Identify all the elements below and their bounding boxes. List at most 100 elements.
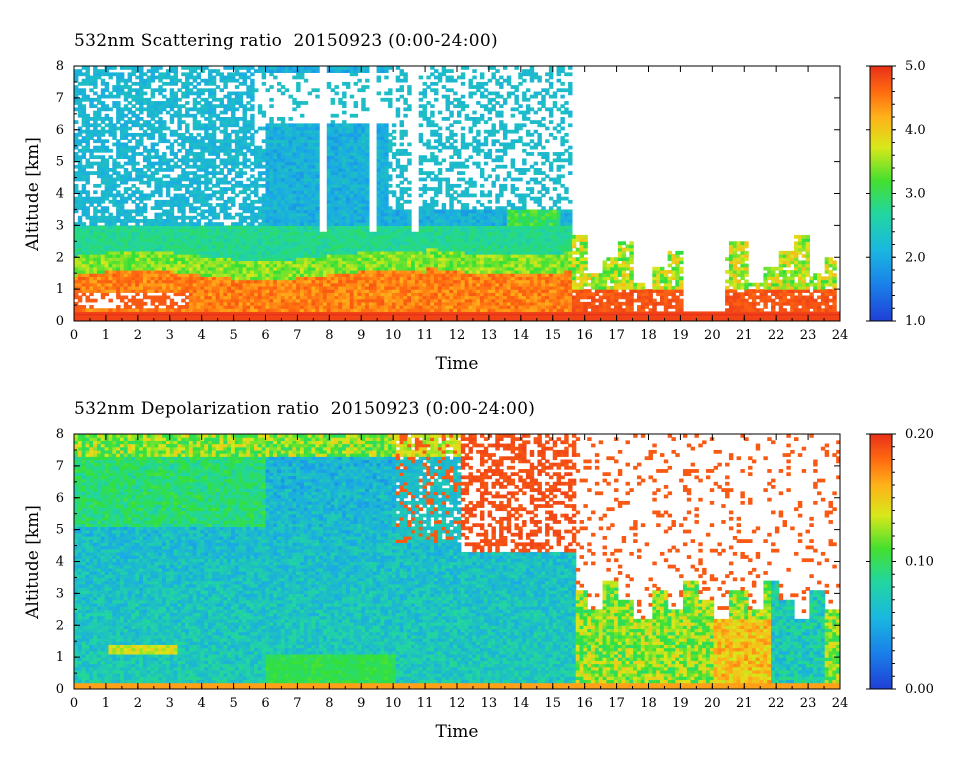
heatmap-cell [284,180,290,185]
heatmap-cell [315,206,320,211]
heatmap-cell [93,75,98,80]
heatmap-cell [269,152,274,156]
heatmap-cell [165,104,171,109]
heatmap-cell [246,142,251,147]
heatmap-cell [154,273,159,277]
heatmap-cell [223,285,228,290]
heatmap-cell [246,75,251,80]
heatmap-cell [123,276,129,281]
heatmap-cell [299,212,305,217]
heatmap-cell [158,104,163,109]
heatmap-cell [372,292,378,297]
heatmap-cell [238,203,244,207]
heatmap-cell [112,88,117,93]
heatmap-cell [326,81,332,86]
heatmap-cell [361,196,366,201]
heatmap-cell [104,215,110,220]
heatmap-cell [315,168,320,172]
heatmap-cell [123,285,129,290]
heatmap-cell [93,257,98,262]
heatmap-cell [127,145,133,150]
heatmap-cell [330,317,336,321]
heatmap-cell [173,238,179,242]
heatmap-cell [296,308,301,313]
heatmap-cell [250,276,255,281]
heatmap-cell [231,263,236,268]
heatmap-cell [85,257,90,262]
heatmap-cell [280,295,286,300]
heatmap-cell [177,228,182,233]
heatmap-cell [338,231,343,236]
heatmap-cell [303,219,309,223]
heatmap-cell [349,222,355,226]
heatmap-cell [234,94,240,99]
heatmap-cell [246,238,251,242]
heatmap-cell [177,250,182,255]
heatmap-cell [142,145,148,150]
heatmap-cell [307,123,313,128]
heatmap-cell [131,301,136,306]
heatmap-cell [123,228,129,233]
heatmap-cell [85,97,90,102]
heatmap-cell [116,152,121,156]
heatmap-cell [311,177,316,182]
heatmap-cell [334,266,339,271]
heatmap-cell [315,317,320,321]
heatmap-cell [342,177,347,182]
heatmap-cell [242,231,247,236]
heatmap-cell [231,238,236,242]
heatmap-cell [234,158,240,163]
heatmap-cell [365,260,370,265]
heatmap-cell [361,285,366,290]
heatmap-cell [74,289,79,293]
heatmap-cell [372,270,378,274]
heatmap-cell [131,72,136,77]
heatmap-cell [376,139,381,144]
heatmap-cell [135,168,140,172]
heatmap-cell [158,123,163,128]
heatmap-cell [158,183,163,188]
heatmap-cell [315,250,320,255]
heatmap-cell [104,81,110,86]
heatmap-cell [303,295,309,300]
heatmap-cell [269,266,274,271]
heatmap-cell [112,101,117,105]
heatmap-cell [208,113,213,118]
heatmap-cell [211,126,217,131]
heatmap-cell [338,145,343,150]
heatmap-cell [299,209,305,214]
heatmap-cell [158,295,163,300]
heatmap-cell [100,180,106,185]
heatmap-cell [357,203,362,207]
heatmap-cell [345,145,351,150]
heatmap-cell [169,279,175,284]
heatmap-cell [173,250,179,255]
heatmap-cell [77,203,83,207]
heatmap-cell [158,219,163,223]
heatmap-cell [330,289,336,293]
heatmap-cell [96,199,102,204]
heatmap-cell [123,107,129,112]
heatmap-cell [334,234,339,239]
heatmap-cell [208,314,213,319]
heatmap-cell [269,120,274,124]
heatmap-cell [74,254,79,258]
heatmap-cell [280,270,286,274]
heatmap-cell [353,276,359,281]
heatmap-cell [338,139,343,144]
heatmap-cell [338,196,343,201]
heatmap-cell [158,129,163,134]
heatmap-cell [238,295,244,300]
heatmap-cell [165,260,171,265]
heatmap-cell [223,212,228,217]
heatmap-cell [257,279,263,284]
heatmap-cell [342,206,347,211]
heatmap-cell [269,174,274,179]
heatmap-cell [208,282,213,287]
heatmap-cell [200,203,205,207]
heatmap-cell [261,244,267,249]
heatmap-cell [142,215,148,220]
heatmap-cell [246,244,251,249]
heatmap-cell [234,145,240,150]
heatmap-cell [146,75,152,80]
